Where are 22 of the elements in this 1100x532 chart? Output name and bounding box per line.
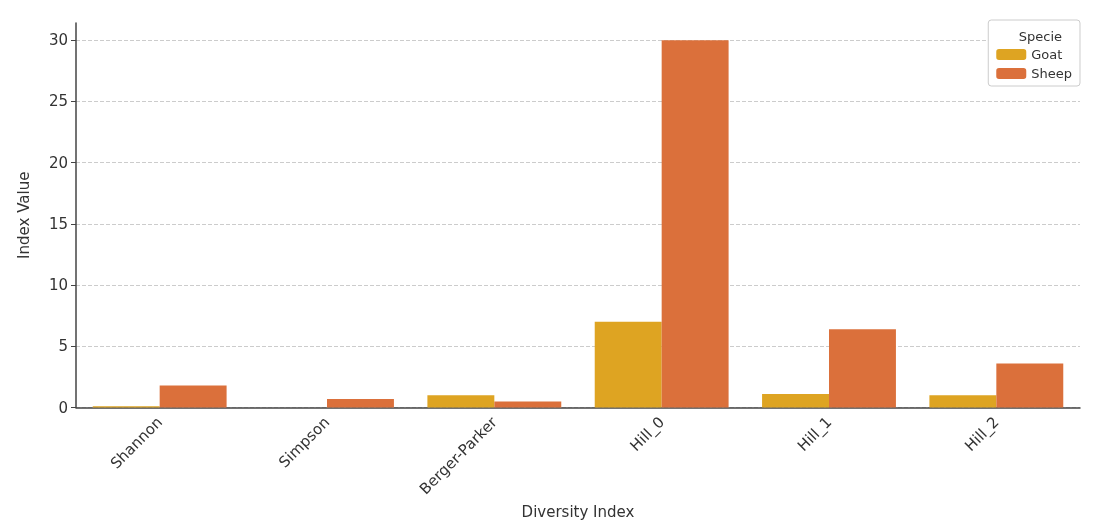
- legend-label: Goat: [1031, 47, 1063, 62]
- bar: [762, 394, 829, 408]
- bar: [159, 385, 227, 408]
- y-tick-label: 15: [48, 214, 68, 233]
- bar: [327, 398, 394, 408]
- y-axis-title: Index Value: [14, 171, 33, 259]
- y-tick-label: 30: [48, 31, 68, 50]
- y-tick-label: 5: [58, 337, 68, 356]
- y-tick-label: 0: [58, 398, 68, 417]
- y-tick-label: 20: [48, 153, 68, 172]
- x-axis-title: Diversity Index: [521, 502, 635, 521]
- legend-title: Specie: [1018, 29, 1063, 44]
- legend-label: Sheep: [1031, 66, 1073, 81]
- y-tick-label: 25: [48, 92, 68, 111]
- bar: [494, 401, 562, 408]
- bar: [427, 395, 495, 408]
- bar: [594, 321, 662, 408]
- bar: [829, 329, 896, 408]
- bar: [661, 40, 729, 408]
- bar: [996, 363, 1064, 408]
- y-tick-label: 10: [48, 276, 68, 295]
- bar: [929, 395, 997, 408]
